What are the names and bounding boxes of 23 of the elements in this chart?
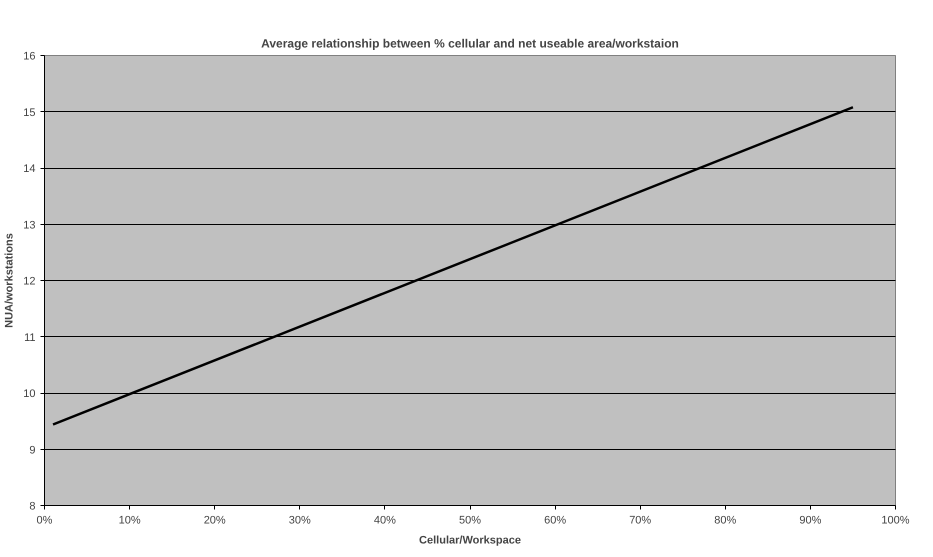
y-tick-label: 10	[23, 388, 36, 400]
x-tick-label: 60%	[544, 514, 566, 526]
y-tick-label: 9	[29, 444, 36, 456]
x-tick-label: 80%	[714, 514, 737, 526]
x-tick-label: 50%	[458, 514, 482, 526]
y-tick-label: 13	[23, 219, 36, 232]
y-tick-label: 14	[23, 163, 36, 175]
x-tick-label: 20%	[204, 514, 226, 526]
y-axis-title: NUA/workstations	[3, 233, 16, 328]
x-tick-label: 0%	[36, 514, 53, 526]
x-tick-label: 10%	[118, 514, 141, 526]
chart-title: Average relationship between % cellular and net useable area/workstaion	[261, 36, 679, 50]
x-tick-label: 90%	[799, 514, 822, 526]
x-axis-title: Cellular/Workspace	[419, 534, 521, 546]
x-tick-label: 40%	[374, 514, 396, 526]
y-tick-label: 12	[23, 276, 36, 288]
x-tick-label: 70%	[629, 514, 652, 526]
y-tick-label: 16	[23, 50, 36, 62]
x-tick-label: 100%	[881, 514, 910, 526]
x-tick-label: 30%	[288, 514, 312, 526]
y-tick-label: 11	[24, 332, 36, 344]
y-tick-label: 15	[23, 106, 36, 119]
y-tick-label: 8	[29, 500, 36, 512]
